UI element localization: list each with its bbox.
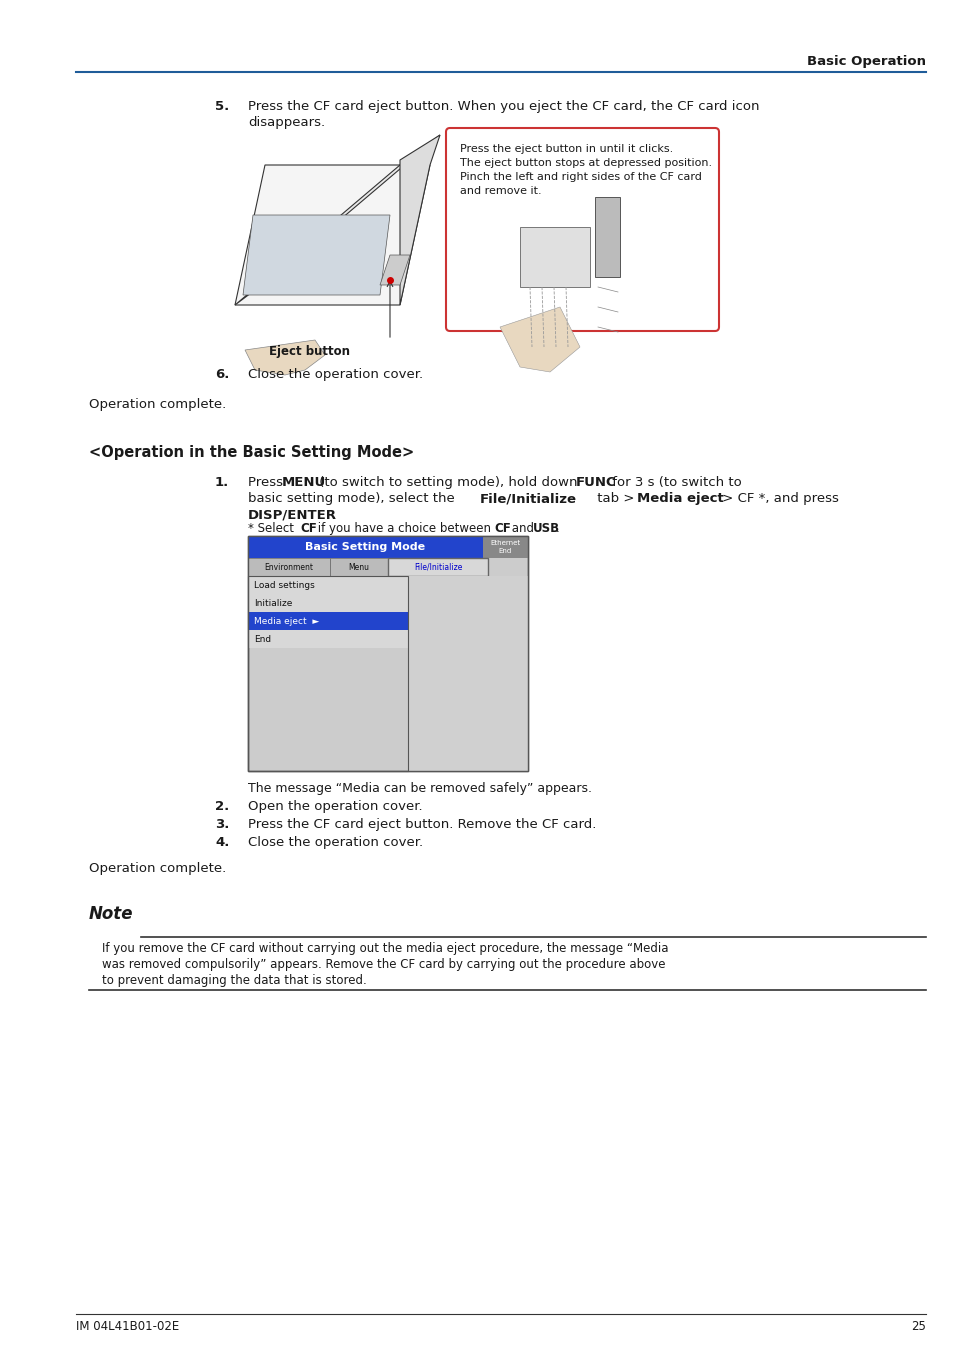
Text: > CF *, and press: > CF *, and press [718, 491, 838, 505]
Text: Close the operation cover.: Close the operation cover. [248, 836, 423, 849]
Text: Press the CF card eject button. Remove the CF card.: Press the CF card eject button. Remove t… [248, 818, 596, 832]
Text: The message “Media can be removed safely” appears.: The message “Media can be removed safely… [248, 782, 592, 795]
Bar [482, 536, 527, 558]
Bar [248, 576, 408, 771]
Polygon shape [234, 165, 430, 305]
Text: IM 04L41B01-02E: IM 04L41B01-02E [76, 1320, 179, 1332]
Text: was removed compulsorily” appears. Remove the CF card by carrying out the proced: was removed compulsorily” appears. Remov… [102, 958, 665, 971]
Bar [248, 558, 330, 576]
Text: tab >: tab > [593, 491, 639, 505]
Text: USB: USB [533, 522, 559, 535]
Text: Eject button: Eject button [269, 346, 350, 358]
Text: CF: CF [299, 522, 316, 535]
Text: if you have a choice between: if you have a choice between [314, 522, 495, 535]
Bar [248, 630, 408, 648]
Text: Operation complete.: Operation complete. [89, 863, 226, 875]
Text: File/Initialize: File/Initialize [414, 563, 461, 571]
Text: The eject button stops at depressed position.: The eject button stops at depressed posi… [459, 158, 711, 167]
Text: Basic Operation: Basic Operation [806, 55, 925, 68]
Polygon shape [245, 340, 325, 375]
Text: 4.: 4. [214, 836, 229, 849]
Polygon shape [499, 306, 579, 373]
Text: 6.: 6. [214, 369, 229, 381]
Bar [248, 536, 527, 771]
Bar [408, 576, 527, 771]
Polygon shape [379, 255, 410, 285]
Text: Open the operation cover.: Open the operation cover. [248, 801, 422, 813]
Text: Media eject: Media eject [637, 491, 723, 505]
Text: Media eject  ►: Media eject ► [253, 617, 319, 625]
Text: to prevent damaging the data that is stored.: to prevent damaging the data that is sto… [102, 973, 366, 987]
Text: .: . [332, 508, 335, 521]
Text: Initialize: Initialize [253, 598, 292, 608]
Text: and: and [507, 522, 537, 535]
Bar [248, 536, 482, 558]
Text: 5.: 5. [214, 100, 229, 113]
Text: FUNC: FUNC [576, 477, 616, 489]
Text: 2.: 2. [214, 801, 229, 813]
Text: File/Initialize: File/Initialize [479, 491, 577, 505]
Bar [248, 576, 408, 594]
Text: Note: Note [89, 904, 133, 923]
Text: for 3 s (to switch to: for 3 s (to switch to [607, 477, 741, 489]
Text: Environment: Environment [264, 563, 314, 571]
Text: Ethernet: Ethernet [490, 540, 519, 545]
Text: Press the eject button in until it clicks.: Press the eject button in until it click… [459, 144, 673, 154]
Bar [519, 227, 589, 288]
Text: Menu: Menu [348, 563, 369, 571]
Polygon shape [399, 135, 439, 305]
Text: basic setting mode), select the: basic setting mode), select the [248, 491, 458, 505]
Bar [248, 536, 527, 771]
Text: Press the CF card eject button. When you eject the CF card, the CF card icon: Press the CF card eject button. When you… [248, 100, 759, 113]
Text: MENU: MENU [282, 477, 326, 489]
Text: CF: CF [494, 522, 510, 535]
Bar [595, 197, 619, 277]
Text: Pinch the left and right sides of the CF card: Pinch the left and right sides of the CF… [459, 171, 701, 182]
Text: Press: Press [248, 477, 287, 489]
Polygon shape [234, 135, 439, 305]
Text: * Select: * Select [248, 522, 297, 535]
Text: disappears.: disappears. [248, 116, 325, 130]
Text: DISP/ENTER: DISP/ENTER [248, 508, 336, 521]
FancyBboxPatch shape [446, 128, 719, 331]
Text: (to switch to setting mode), hold down: (to switch to setting mode), hold down [314, 477, 581, 489]
Text: End: End [497, 548, 511, 554]
Text: Basic Setting Mode: Basic Setting Mode [305, 541, 425, 552]
Text: Close the operation cover.: Close the operation cover. [248, 369, 423, 381]
Bar [388, 558, 488, 576]
Text: 1.: 1. [214, 477, 229, 489]
Text: <Operation in the Basic Setting Mode>: <Operation in the Basic Setting Mode> [89, 446, 414, 460]
Polygon shape [243, 215, 390, 296]
Bar [248, 612, 408, 630]
Text: 25: 25 [910, 1320, 925, 1332]
Text: End: End [253, 634, 271, 644]
Text: If you remove the CF card without carrying out the media eject procedure, the me: If you remove the CF card without carryi… [102, 942, 668, 954]
Text: Operation complete.: Operation complete. [89, 398, 226, 410]
Bar [330, 558, 388, 576]
Text: 3.: 3. [214, 818, 229, 832]
Bar [248, 594, 408, 612]
Text: .: . [556, 522, 559, 535]
Text: Load settings: Load settings [253, 580, 314, 590]
Text: and remove it.: and remove it. [459, 186, 541, 196]
